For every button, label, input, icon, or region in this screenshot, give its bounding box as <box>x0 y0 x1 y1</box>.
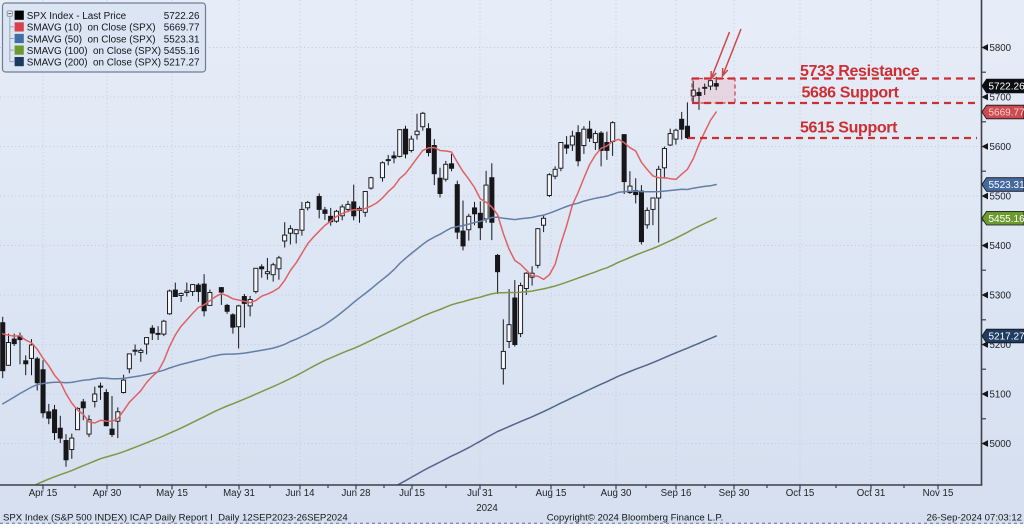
svg-text:5615 Support: 5615 Support <box>800 120 898 137</box>
svg-text:5669.77: 5669.77 <box>989 108 1024 119</box>
svg-text:5100: 5100 <box>990 390 1012 401</box>
svg-text:Jun 14: Jun 14 <box>285 488 315 499</box>
svg-text:5523.31: 5523.31 <box>164 34 200 45</box>
svg-text:SMAVG (100) on Close (SPX): SMAVG (100) on Close (SPX) <box>27 46 161 57</box>
svg-text:5722.26: 5722.26 <box>989 82 1024 93</box>
svg-text:Copyright© 2024 Bloomberg Fina: Copyright© 2024 Bloomberg Finance L.P. <box>547 513 724 524</box>
svg-text:5455.16: 5455.16 <box>164 46 200 57</box>
svg-text:May 15: May 15 <box>156 488 188 499</box>
svg-text:SMAVG (50) on Close (SPX): SMAVG (50) on Close (SPX) <box>27 34 156 45</box>
svg-text:Aug 15: Aug 15 <box>536 488 567 499</box>
svg-text:5669.77: 5669.77 <box>164 23 200 34</box>
svg-text:SMAVG (10) on Close (SPX): SMAVG (10) on Close (SPX) <box>27 23 156 34</box>
svg-text:5800: 5800 <box>990 43 1012 54</box>
svg-text:Jul 15: Jul 15 <box>399 488 425 499</box>
svg-text:SPX Index - Last Price: SPX Index - Last Price <box>27 11 127 22</box>
svg-text:5600: 5600 <box>990 142 1012 153</box>
svg-text:SPX Index (S&P 500 INDEX) ICAP: SPX Index (S&P 500 INDEX) ICAP Daily Rep… <box>3 513 348 524</box>
svg-text:Apr 15: Apr 15 <box>29 488 58 499</box>
svg-text:Jun 28: Jun 28 <box>341 488 370 499</box>
svg-text:Nov 15: Nov 15 <box>923 488 954 499</box>
svg-text:Jul 31: Jul 31 <box>467 488 493 499</box>
svg-text:5722.26: 5722.26 <box>164 11 200 22</box>
svg-text:26-Sep-2024 07:03:12: 26-Sep-2024 07:03:12 <box>927 513 1022 524</box>
svg-text:Sep 16: Sep 16 <box>661 488 692 499</box>
svg-text:Oct 31: Oct 31 <box>857 488 886 499</box>
svg-text:5000: 5000 <box>990 439 1012 450</box>
svg-text:Apr 30: Apr 30 <box>93 488 122 499</box>
svg-text:5300: 5300 <box>990 291 1012 302</box>
svg-text:Aug 30: Aug 30 <box>601 488 632 499</box>
svg-text:May 31: May 31 <box>223 488 255 499</box>
svg-text:SMAVG (200) on Close (SPX): SMAVG (200) on Close (SPX) <box>27 57 161 68</box>
svg-text:5733 Resistance: 5733 Resistance <box>800 63 920 80</box>
svg-text:Sep 30: Sep 30 <box>719 488 750 499</box>
svg-text:Oct 15: Oct 15 <box>786 488 815 499</box>
svg-text:5455.16: 5455.16 <box>989 214 1024 225</box>
svg-text:5217.27: 5217.27 <box>989 332 1024 343</box>
svg-text:5700: 5700 <box>990 93 1012 104</box>
svg-text:5500: 5500 <box>990 192 1012 203</box>
svg-text:5400: 5400 <box>990 241 1012 252</box>
svg-text:5686 Support: 5686 Support <box>802 85 900 102</box>
svg-text:2024: 2024 <box>476 503 498 514</box>
svg-text:5523.31: 5523.31 <box>989 180 1024 191</box>
svg-text:5217.27: 5217.27 <box>164 57 200 68</box>
